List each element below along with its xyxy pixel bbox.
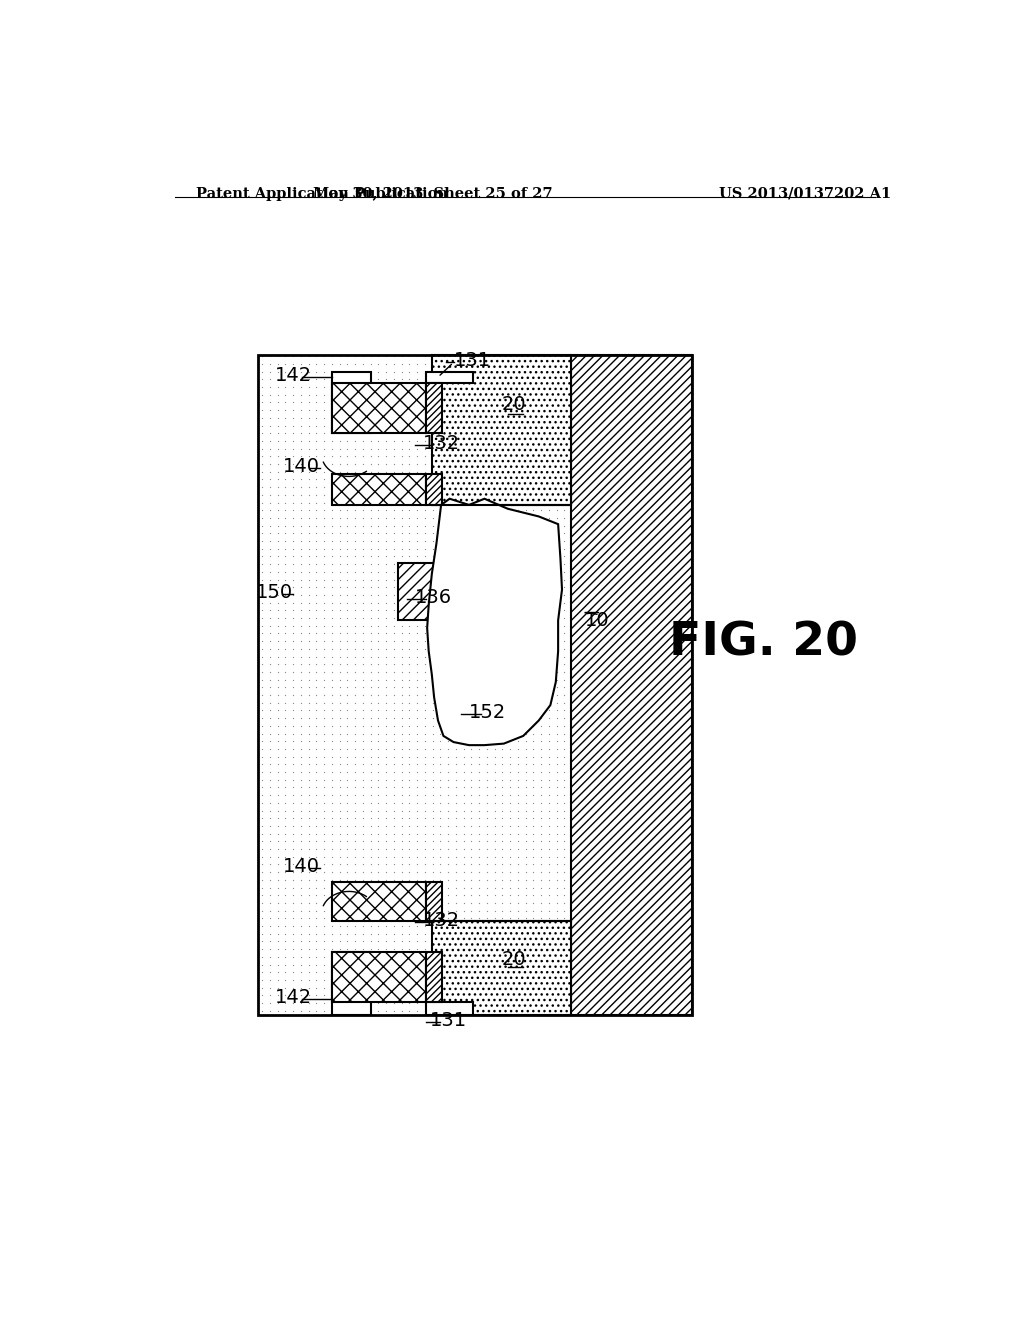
Text: US 2013/0137202 A1: US 2013/0137202 A1 bbox=[719, 187, 891, 201]
Bar bbox=[258, 355, 692, 1015]
Bar bbox=[332, 383, 426, 433]
Bar bbox=[426, 372, 473, 383]
Bar bbox=[397, 562, 460, 620]
Bar bbox=[426, 952, 442, 1002]
Text: 132: 132 bbox=[423, 911, 460, 931]
Bar bbox=[332, 952, 371, 1015]
Text: May 30, 2013  Sheet 25 of 27: May 30, 2013 Sheet 25 of 27 bbox=[312, 187, 552, 201]
Bar bbox=[426, 383, 442, 433]
Text: 20: 20 bbox=[502, 949, 526, 969]
Text: 10: 10 bbox=[586, 611, 610, 630]
Text: 150: 150 bbox=[256, 583, 293, 602]
Bar bbox=[426, 1002, 473, 1015]
Bar bbox=[571, 355, 692, 1015]
Text: 140: 140 bbox=[284, 457, 321, 477]
Text: 20: 20 bbox=[502, 395, 526, 414]
Bar bbox=[332, 952, 426, 1002]
Text: 152: 152 bbox=[469, 704, 506, 722]
Bar bbox=[332, 474, 426, 506]
Text: 136: 136 bbox=[415, 587, 452, 607]
Text: 131: 131 bbox=[454, 351, 490, 370]
Text: Patent Application Publication: Patent Application Publication bbox=[197, 187, 449, 201]
Bar bbox=[432, 921, 571, 1015]
Polygon shape bbox=[427, 499, 562, 744]
Text: FIG. 20: FIG. 20 bbox=[669, 620, 858, 667]
Bar bbox=[426, 882, 442, 921]
Text: 142: 142 bbox=[275, 366, 312, 385]
Text: 131: 131 bbox=[430, 1011, 467, 1031]
Text: 140: 140 bbox=[284, 857, 321, 876]
Bar bbox=[258, 355, 571, 1015]
Bar bbox=[426, 474, 442, 506]
Bar bbox=[332, 882, 426, 921]
Bar bbox=[332, 372, 371, 433]
Text: 142: 142 bbox=[275, 989, 312, 1007]
Bar bbox=[432, 355, 571, 506]
Text: 132: 132 bbox=[423, 434, 460, 453]
